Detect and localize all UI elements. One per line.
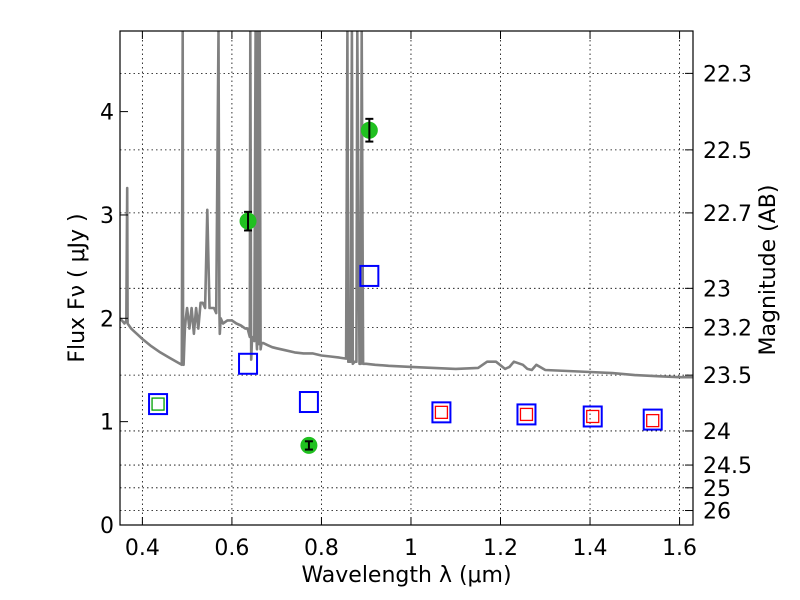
x-tick-label: 1.6 [662,536,697,561]
right-tick-label: 23.5 [703,364,752,389]
right-tick-label: 26 [703,500,731,525]
ticks: 0.4 0.6 0.8 1 1.2 1.4 1.60123422.322.522.72323… [100,31,752,561]
x-tick-label: 1.4 [573,536,608,561]
plot-area [120,31,693,454]
x-tick-label: 0.6 [214,536,249,561]
right-tick-label: 24 [703,420,731,445]
right-tick-label: 22.7 [703,202,752,227]
model-photometry-square [238,352,259,375]
y-tick-label: 4 [100,101,114,126]
inner-square-marker [434,405,449,420]
model-photometry-square [359,264,380,287]
y-axis-label: Flux Fν ( μJy ) [65,213,90,362]
model-photometry-square [298,391,319,414]
plot-frame [119,30,694,526]
right-tick-label: 23 [703,277,731,302]
inner-square-marker [519,407,534,422]
model-spectrum-line [120,31,693,379]
model-photometry-square [642,408,663,431]
right-tick-label: 22.3 [703,62,752,87]
x-tick-label: 0.8 [304,536,339,561]
model-photometry-square [582,405,603,428]
x-axis-label: Wavelength λ (μm) [301,563,511,588]
x-tick-label: 0.4 [125,536,160,561]
right-tick-label: 23.2 [703,317,752,342]
right-tick-label: 24.5 [703,454,752,479]
y-tick-label: 0 [100,514,114,539]
right-tick-label: 25 [703,477,731,502]
right-axis-label: Magnitude (AB) [756,185,781,356]
model-photometry-square [148,393,169,416]
inner-square-marker [586,409,600,424]
x-tick-label: 1 [404,536,418,561]
inner-square-marker [151,397,165,411]
y-tick-label: 2 [100,307,114,332]
x-tick-label: 1.2 [483,536,518,561]
model-photometry-square [516,403,537,426]
inner-square-marker [646,413,660,428]
right-tick-label: 22.5 [703,139,752,164]
y-tick-label: 1 [100,411,114,436]
model-photometry-square [431,401,452,424]
y-tick-label: 3 [100,204,114,229]
